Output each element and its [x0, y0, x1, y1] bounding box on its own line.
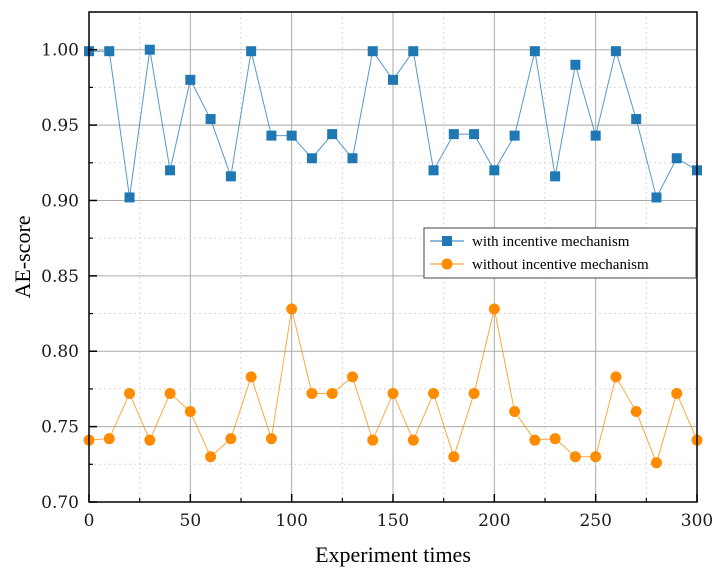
legend-box [423, 227, 697, 279]
with-incentive-point [124, 192, 135, 203]
with-incentive-point [550, 171, 561, 182]
legend-with-incentive-label: with incentive mechanism [472, 234, 630, 250]
legend-without-incentive-marker [441, 258, 453, 270]
with-incentive-point [185, 74, 196, 85]
with-incentive-point [205, 114, 216, 125]
without-incentive-point [448, 451, 460, 463]
y-tick-label: 1.00 [41, 41, 79, 61]
legend: with incentive mechanism without incentiv… [423, 227, 697, 279]
with-incentive-point [509, 130, 520, 141]
without-incentive-point [549, 433, 561, 445]
with-incentive-point [165, 165, 176, 176]
without-incentive-point [428, 387, 440, 399]
x-tick-label: 300 [681, 511, 713, 531]
with-incentive-point [246, 46, 257, 57]
x-tick-label: 200 [478, 511, 510, 531]
without-incentive-point [346, 371, 358, 383]
x-tick-label: 0 [84, 511, 95, 531]
with-incentive-point [448, 129, 459, 140]
with-incentive-point [651, 192, 662, 203]
y-tick-label: 0.90 [41, 191, 79, 211]
with-incentive-point [327, 129, 338, 140]
with-incentive-point [610, 46, 621, 57]
tick-labels: 0 50 100 150 200 250 300 0.70 0.75 0.80 0.85 0.90 0.… [41, 41, 713, 531]
y-tick-label: 0.80 [41, 342, 79, 362]
without-incentive-point [265, 433, 277, 445]
y-axis-title: AE-score [10, 215, 35, 298]
without-incentive-point [144, 434, 156, 446]
with-incentive-point [489, 165, 500, 176]
without-incentive-point [306, 387, 318, 399]
without-incentive-point [205, 451, 217, 463]
without-incentive-point [225, 433, 237, 445]
ticks [88, 48, 698, 503]
with-incentive-point [469, 129, 480, 140]
legend-with-incentive-marker [442, 236, 452, 246]
y-tick-label: 0.75 [41, 418, 79, 438]
with-incentive-point [388, 74, 398, 85]
y-tick-label: 0.95 [41, 116, 79, 136]
without-incentive-point [610, 371, 622, 383]
without-incentive-point [245, 371, 257, 383]
without-incentive-point [286, 303, 298, 315]
x-axis-title: Experiment times [315, 542, 471, 567]
without-incentive-point [650, 457, 662, 469]
without-incentive-point [124, 387, 136, 399]
without-incentive-point [387, 387, 399, 399]
with-incentive-point [347, 153, 358, 164]
with-incentive-point [671, 153, 682, 164]
without-incentive-point [488, 303, 500, 315]
with-incentive-point [104, 46, 115, 57]
with-incentive-point [144, 44, 155, 55]
without-incentive-point [509, 406, 521, 418]
with-incentive-point [570, 59, 581, 70]
without-incentive-point [569, 451, 581, 463]
with-incentive-point [367, 46, 378, 57]
without-incentive-point [407, 434, 419, 446]
without-incentive-point [103, 433, 115, 445]
with-incentive-point [306, 153, 317, 164]
with-incentive-point [225, 171, 236, 182]
x-tick-label: 100 [275, 511, 307, 531]
without-incentive-point [164, 387, 176, 399]
with-incentive-point [408, 46, 419, 57]
with-incentive-point [631, 114, 642, 125]
without-incentive-point [326, 387, 338, 399]
with-incentive-point [529, 46, 540, 57]
without-incentive-point [367, 434, 379, 446]
y-tick-label: 0.70 [41, 493, 79, 513]
x-tick-label: 150 [377, 511, 409, 531]
without-incentive-point [671, 387, 683, 399]
without-incentive-point [184, 406, 196, 418]
y-tick-label: 0.85 [41, 267, 79, 287]
legend-without-incentive-label: without incentive mechanism [472, 257, 649, 273]
series-markers [83, 44, 703, 469]
without-incentive-point [529, 434, 541, 446]
with-incentive-point [286, 130, 297, 141]
x-tick-label: 50 [180, 511, 202, 531]
with-incentive-point [590, 130, 601, 141]
without-incentive-point [468, 387, 480, 399]
with-incentive-point [428, 165, 439, 176]
without-incentive-point [630, 406, 642, 418]
with-incentive-point [266, 130, 277, 141]
x-tick-label: 250 [579, 511, 611, 531]
without-incentive-point [590, 451, 602, 463]
